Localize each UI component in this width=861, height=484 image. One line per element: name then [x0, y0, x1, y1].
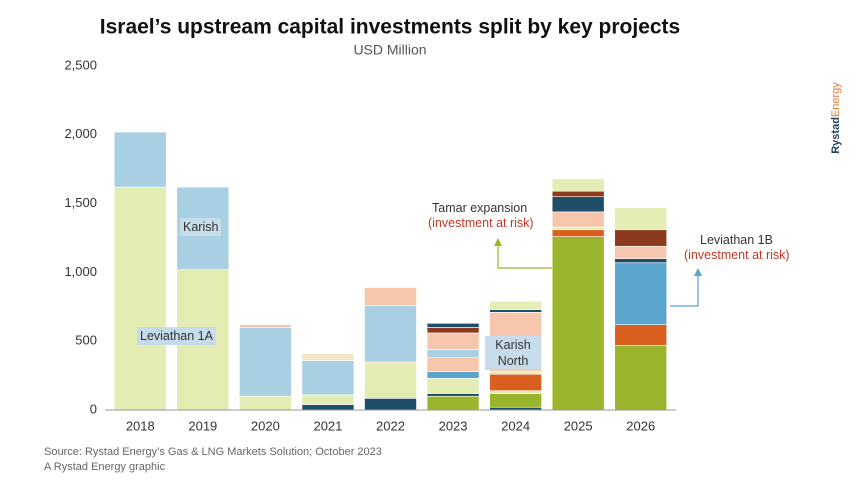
- bar-segment: [489, 390, 542, 394]
- bar-segment: [426, 349, 480, 359]
- chart-subtitle: USD Million: [353, 42, 426, 58]
- bar-segment: [364, 305, 417, 363]
- bar-segment: [426, 327, 480, 334]
- chart-title: Israel’s upstream capital investments sp…: [100, 16, 680, 39]
- bar-segment: [301, 394, 355, 405]
- source: A Rystad Energy graphic: [44, 461, 166, 473]
- x-tick-label: 2024: [501, 418, 530, 433]
- bar-segment: [614, 245, 668, 259]
- source: Source: Rystad Energy’s Gas & LNG Market…: [44, 446, 382, 458]
- bar-segment: [614, 345, 668, 411]
- x-tick-label: 2025: [564, 418, 593, 433]
- bar-segment: [551, 178, 605, 192]
- x-tick-label: 2026: [626, 418, 655, 433]
- arrow: [670, 272, 699, 307]
- arrow-head: [494, 238, 502, 246]
- bar-segment: [113, 131, 167, 188]
- x-tick-label: 2020: [251, 418, 280, 433]
- bar-segment: [551, 211, 605, 228]
- bar-segment: [489, 393, 542, 408]
- x-tick-label: 2019: [188, 418, 217, 433]
- bar-segment: [239, 324, 292, 328]
- bar-segment: [239, 395, 292, 411]
- x-tick-label: 2022: [376, 418, 405, 433]
- x-tick-label: 2021: [313, 418, 342, 433]
- bar-segment: [301, 404, 355, 411]
- annotation: (investment at risk): [684, 248, 790, 262]
- y-tick-label: 2,000: [64, 126, 97, 141]
- annotation: Karish North: [485, 336, 541, 370]
- annotation: Leviathan 1B: [700, 233, 773, 247]
- arrow: [497, 240, 552, 269]
- annotation: Karish: [180, 218, 222, 236]
- bar-segment: [301, 353, 355, 361]
- bar-segment: [551, 190, 605, 198]
- bar-segment: [426, 323, 480, 328]
- bar-segment: [426, 371, 480, 379]
- bar-segment: [426, 395, 480, 411]
- bar-segment: [614, 262, 668, 325]
- bar-segment: [426, 357, 480, 372]
- bar-segment: [489, 309, 542, 313]
- bar-segment: [614, 324, 668, 346]
- y-tick-label: 1,000: [64, 264, 97, 279]
- bar-segment: [551, 196, 605, 213]
- bar-segment: [551, 229, 605, 237]
- y-tick-label: 2,500: [64, 57, 97, 72]
- logo-part: Rystad: [830, 117, 842, 154]
- annotation: Leviathan 1A: [137, 327, 216, 345]
- bar-segment: [364, 287, 417, 306]
- bar-segment: [426, 393, 480, 397]
- bar-segment: [614, 258, 668, 264]
- logo-part: Energy: [830, 82, 842, 117]
- bar-segment: [113, 186, 167, 411]
- y-tick-label: 1,500: [64, 195, 97, 210]
- bar-segment: [301, 360, 355, 396]
- y-tick-label: 500: [75, 333, 97, 348]
- bar-segment: [551, 226, 605, 231]
- annotation: (investment at risk): [428, 216, 534, 230]
- bar-segment: [489, 373, 542, 392]
- x-tick-label: 2018: [126, 418, 155, 433]
- arrow-head: [694, 268, 702, 276]
- x-tick-label: 2023: [439, 418, 468, 433]
- y-tick-label: 0: [90, 401, 97, 416]
- bar-segment: [489, 371, 542, 375]
- bar-segment: [551, 236, 605, 411]
- bar-segment: [489, 300, 542, 310]
- bar-segment: [614, 207, 668, 231]
- bar-segment: [614, 229, 668, 247]
- bar-segment: [426, 378, 480, 394]
- annotation: Tamar expansion: [432, 201, 528, 215]
- logo: RystadEnergy: [830, 82, 842, 154]
- bar-segment: [364, 398, 417, 411]
- bar-segment: [239, 327, 292, 397]
- bar-segment: [364, 362, 417, 399]
- bar-segment: [426, 332, 480, 350]
